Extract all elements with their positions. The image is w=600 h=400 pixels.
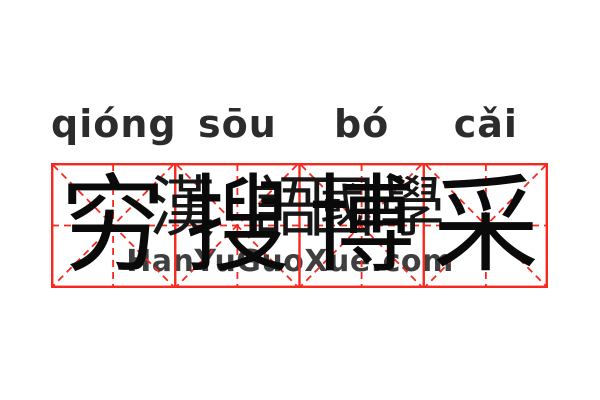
pinyin-syllable: cǎi	[453, 102, 518, 146]
watermark-char: 語	[253, 169, 319, 246]
grid-solid-borders	[51, 163, 548, 288]
idiom-char: 搜	[184, 164, 291, 287]
pinyin-syllable: qióng	[51, 102, 177, 146]
watermark-site-text: HanYuGuoXue.com	[126, 244, 454, 279]
pinyin-row: qióng sōu bó cǎi	[51, 98, 548, 150]
idiom-char: 博	[308, 164, 415, 287]
practice-grid	[51, 163, 548, 288]
watermark-char: 學	[379, 169, 445, 246]
grid-dashed-guides	[52, 164, 547, 287]
idiom-char: 采	[432, 164, 539, 287]
idiom-char: 穷	[60, 164, 167, 287]
pinyin-syllable: sōu	[197, 102, 277, 146]
pinyin-syllable: bó	[333, 102, 390, 146]
watermark-char: 國	[309, 169, 375, 246]
watermark-char: 漢	[149, 169, 215, 246]
